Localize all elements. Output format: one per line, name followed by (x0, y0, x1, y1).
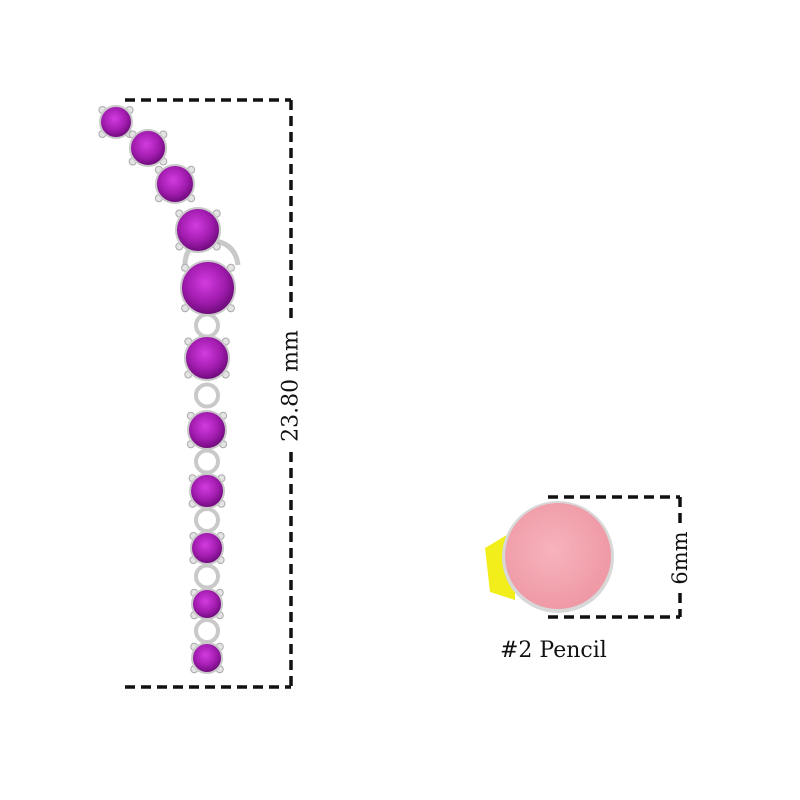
gemstone (184, 335, 230, 381)
gemstone (155, 164, 195, 204)
chain-link (194, 448, 220, 475)
gemstone (187, 410, 227, 450)
pencil-size-label: 6mm (668, 527, 692, 589)
chain-link (194, 312, 220, 339)
gemstone (129, 129, 167, 167)
pencil-image (485, 501, 614, 613)
gemstone (189, 473, 225, 509)
gemstone (180, 260, 236, 316)
pencil-eraser (505, 503, 611, 609)
gemstone (99, 105, 133, 139)
prong (181, 263, 190, 272)
gemstone (175, 207, 221, 253)
chain-link (194, 563, 220, 590)
pencil-name-label: #2 Pencil (500, 638, 607, 663)
prong (226, 263, 235, 272)
pencil-dimension-bracket (548, 495, 682, 619)
earring-image (98, 105, 241, 674)
gemstone (190, 531, 224, 565)
chain-link (194, 507, 220, 533)
chain-link (194, 618, 220, 644)
earring-height-label: 23.80 mm (278, 324, 304, 448)
gemstone (191, 642, 223, 674)
gemstone (191, 588, 223, 620)
prong (181, 304, 190, 313)
prong (226, 304, 235, 313)
chain-link (194, 382, 220, 409)
